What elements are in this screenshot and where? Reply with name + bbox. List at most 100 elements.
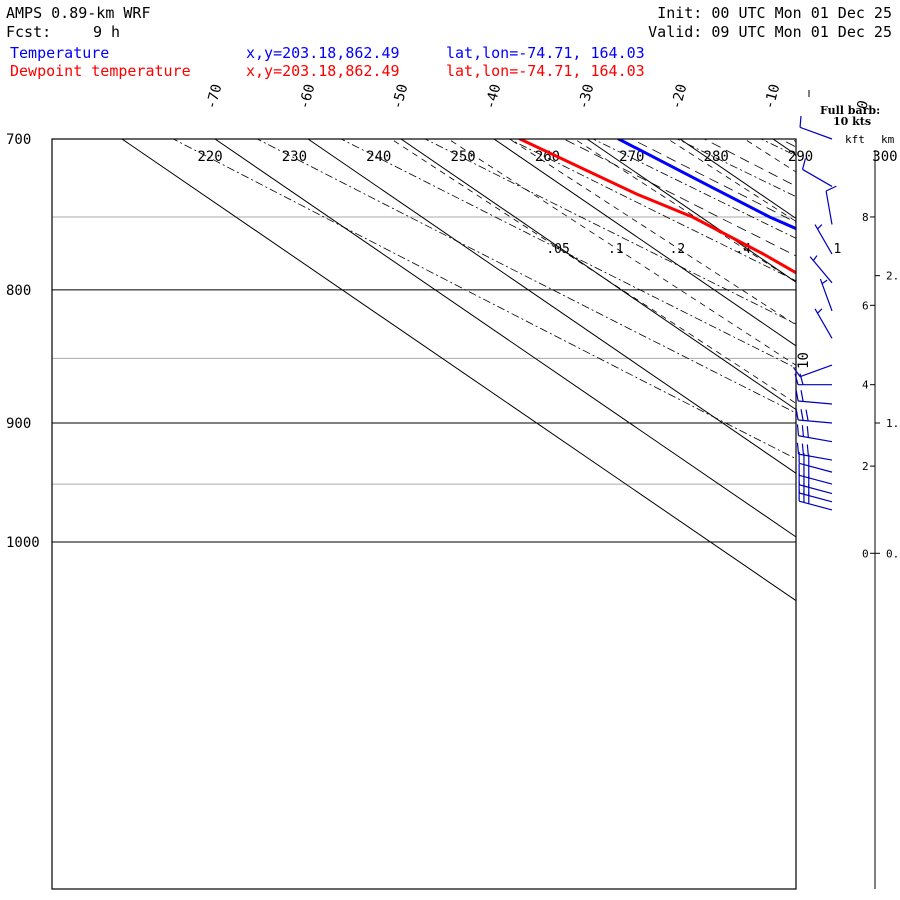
wind-barb bbox=[798, 451, 833, 473]
km-axis-label: km bbox=[881, 133, 895, 146]
dewpoint-trace bbox=[518, 139, 796, 275]
wind-barb-staff bbox=[799, 462, 833, 473]
legend-temperature-latlon: lat,lon=-74.71, 164.03 bbox=[446, 44, 645, 62]
dry-adiabat-line bbox=[592, 139, 796, 239]
mixing-ratio-line bbox=[508, 139, 796, 326]
isotherm-tick-label: -70 bbox=[203, 82, 225, 111]
wind-barb bbox=[819, 278, 833, 312]
barb-note-line2: 10 kts bbox=[833, 115, 871, 128]
temperature-trace bbox=[617, 139, 796, 231]
dry-adiabat-line bbox=[760, 139, 796, 157]
legend-temperature-xy: x,y=203.18,862.49 bbox=[246, 44, 400, 62]
kft-tick-label: 2 bbox=[862, 460, 869, 473]
isotherm-line bbox=[214, 139, 796, 538]
wind-barb-staff bbox=[798, 419, 833, 424]
mixing-ratio-line bbox=[667, 139, 796, 222]
header-fcst-value: 9 h bbox=[93, 23, 121, 41]
mixing-ratio-line bbox=[791, 139, 796, 143]
mixing-ratio-line bbox=[801, 123, 900, 587]
barb-annotation: 10 bbox=[796, 352, 812, 369]
dry-adiabat-line bbox=[676, 139, 796, 198]
dry-adiabat-line bbox=[256, 139, 796, 414]
wind-barb-half-flag bbox=[812, 255, 818, 261]
moist-adiabat-line bbox=[563, 139, 796, 257]
wind-barb bbox=[814, 224, 833, 255]
wind-barb bbox=[795, 408, 833, 424]
wind-barb bbox=[825, 185, 837, 225]
wind-barb-half-flag bbox=[821, 279, 828, 285]
kft-tick-label: 0 bbox=[862, 547, 869, 560]
wind-barb-staff bbox=[799, 500, 833, 511]
isotherm-line bbox=[586, 139, 796, 283]
km-tick-label: 0. bbox=[886, 547, 899, 560]
mixing-ratio-line bbox=[390, 139, 796, 404]
wind-barb bbox=[795, 389, 833, 405]
wind-barb bbox=[796, 442, 833, 461]
dry-adiabat-label: 220 bbox=[197, 149, 222, 165]
isotherm-line bbox=[866, 139, 900, 889]
wind-barb-full-flag bbox=[800, 390, 804, 402]
wind-barb-staff bbox=[799, 364, 833, 378]
header-init: Init: 00 UTC Mon 01 Dec 25 bbox=[657, 4, 892, 22]
pressure-tick-label: 800 bbox=[6, 283, 31, 299]
dry-adiabat-label: 250 bbox=[450, 149, 475, 165]
wind-barb-full-flag bbox=[792, 366, 801, 377]
wind-barb-staff bbox=[809, 256, 833, 284]
mixing-ratio-line bbox=[852, 123, 900, 587]
isotherm-line bbox=[400, 139, 796, 411]
dry-adiabat-line bbox=[424, 139, 796, 325]
wind-barb-full-flag bbox=[800, 409, 804, 421]
wind-barb-full-flag bbox=[825, 185, 837, 192]
wind-barb bbox=[809, 255, 833, 284]
wind-barb-staff bbox=[819, 278, 833, 312]
plot-frame bbox=[51, 138, 797, 890]
wind-barb-full-flag bbox=[801, 443, 805, 456]
pressure-tick-label: 900 bbox=[6, 416, 31, 432]
dry-adiabat-label: 300 bbox=[872, 149, 897, 165]
wind-barb-staff bbox=[814, 308, 833, 339]
wind-barb bbox=[801, 158, 833, 187]
wind-barb bbox=[798, 489, 833, 511]
kft-tick-label: 8 bbox=[862, 211, 869, 224]
mixing-ratio-line bbox=[447, 139, 796, 366]
pressure-tick-label: 1000 bbox=[6, 535, 40, 551]
moist-adiabat-line bbox=[779, 139, 796, 148]
isotherm-line bbox=[121, 139, 796, 602]
dry-adiabat-label: 280 bbox=[704, 149, 729, 165]
dry-adiabat-label: 240 bbox=[366, 149, 391, 165]
dry-adiabat-label: 230 bbox=[282, 149, 307, 165]
pressure-tick-label: 700 bbox=[6, 132, 31, 148]
isotherm-tick-label: 0 bbox=[854, 99, 872, 111]
isotherm-line bbox=[679, 139, 796, 220]
isotherm-tick-label: -20 bbox=[668, 82, 690, 111]
wind-barb-full-flag bbox=[794, 373, 799, 385]
wind-barb-full-flag bbox=[795, 389, 799, 402]
legend-dewpoint-xy: x,y=203.18,862.49 bbox=[246, 62, 400, 80]
mixing-ratio-label: .05 bbox=[546, 242, 569, 257]
dry-adiabat-label: 290 bbox=[788, 149, 813, 165]
moist-adiabat-line bbox=[703, 139, 796, 187]
dry-adiabat-line bbox=[508, 139, 796, 282]
header-valid: Valid: 09 UTC Mon 01 Dec 25 bbox=[648, 23, 892, 41]
dry-adiabat-label: 260 bbox=[535, 149, 560, 165]
dry-adiabat-label: 270 bbox=[619, 149, 644, 165]
wind-barb-full-flag bbox=[796, 442, 800, 455]
legend-dewpoint-latlon: lat,lon=-74.71, 164.03 bbox=[446, 62, 645, 80]
wind-barb-full-flag bbox=[799, 373, 804, 385]
wind-barb bbox=[794, 373, 832, 386]
moist-adiabat-line bbox=[828, 123, 900, 587]
wind-barb-staff bbox=[798, 400, 833, 405]
wind-barb-full-flag bbox=[801, 425, 805, 437]
legend-dewpoint-name: Dewpoint temperature bbox=[10, 62, 191, 80]
wind-barb-full-flag bbox=[806, 426, 809, 438]
mixing-ratio-label: 1 bbox=[833, 242, 841, 257]
wind-barb bbox=[792, 364, 833, 378]
isotherm-tick-label: -10 bbox=[761, 82, 783, 111]
wind-barb-staff bbox=[799, 492, 833, 503]
wind-barb-staff bbox=[799, 474, 833, 485]
isotherm-line bbox=[307, 139, 796, 474]
wind-barb-staff bbox=[799, 126, 833, 140]
kft-tick-label: 4 bbox=[862, 379, 869, 392]
wind-barb-full-flag bbox=[806, 444, 809, 456]
